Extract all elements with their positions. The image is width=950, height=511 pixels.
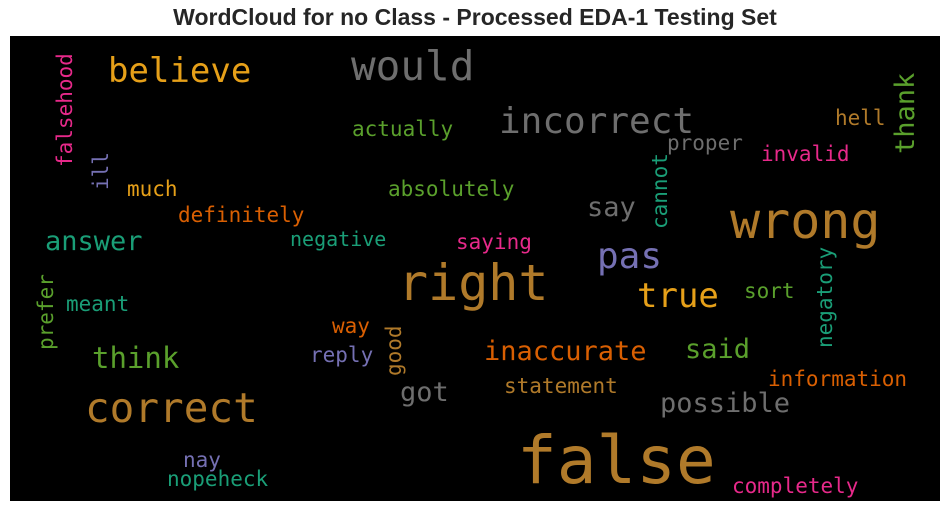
word-absolutely: absolutely (388, 177, 515, 201)
word-would: would (351, 42, 475, 90)
word-possible: possible (660, 388, 791, 419)
word-cannot: cannot (648, 153, 672, 229)
word-definitely: definitely (178, 203, 305, 227)
chart-title: WordCloud for no Class - Processed EDA-1… (173, 4, 777, 30)
word-true: true (637, 276, 719, 316)
word-completely: completely (732, 474, 859, 498)
word-information: information (768, 367, 908, 391)
word-right: right (398, 254, 549, 312)
word-statement: statement (504, 374, 618, 398)
word-nopeheck: nopeheck (167, 467, 269, 491)
word-cloud: false wrong right correct would incorrec… (10, 36, 940, 501)
word-falsehood: falsehood (53, 53, 77, 167)
word-saying: saying (456, 230, 532, 254)
word-prefer: prefer (34, 274, 58, 350)
word-way: way (332, 314, 370, 338)
word-proper: proper (667, 131, 743, 155)
word-negative: negative (290, 227, 387, 251)
word-reply: reply (310, 343, 374, 367)
word-wrong: wrong (730, 192, 881, 250)
word-correct: correct (85, 384, 258, 432)
word-nay: nay (183, 448, 221, 472)
word-answer: answer (45, 226, 143, 257)
word-hell: hell (835, 106, 886, 130)
word-much: much (127, 177, 178, 201)
word-negatory: negatory (813, 246, 837, 348)
word-believe: believe (108, 51, 252, 91)
word-inaccurate: inaccurate (484, 336, 647, 367)
word-sort: sort (744, 279, 795, 303)
word-ill: ill (89, 152, 113, 190)
word-thank: thank (890, 72, 921, 154)
word-actually: actually (352, 117, 454, 141)
word-got: got (400, 377, 449, 408)
word-meant: meant (66, 292, 130, 316)
word-say: say (587, 192, 636, 223)
word-false: false (517, 422, 716, 499)
word-good: good (382, 325, 406, 376)
word-incorrect: incorrect (499, 101, 695, 142)
word-pas: pas (597, 236, 663, 277)
word-said: said (685, 334, 751, 365)
word-invalid: invalid (761, 142, 850, 166)
word-think: think (92, 341, 180, 375)
